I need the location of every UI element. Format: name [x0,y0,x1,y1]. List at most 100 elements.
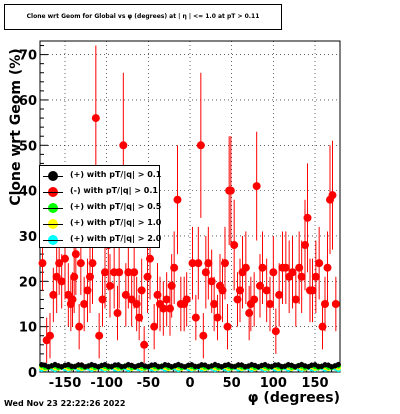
data-point-red [262,286,271,295]
data-point-red [318,322,327,331]
data-point-red [226,186,235,195]
data-point-red [288,268,297,277]
data-point-red [256,281,264,290]
data-point-red [68,295,77,304]
data-point-red [88,259,97,268]
data-point-red [76,259,85,268]
y-tick-label: 10 [19,321,37,336]
data-point-red [146,254,154,263]
data-point-red [61,254,69,263]
data-point-red [204,259,213,268]
legend-marker-icon [43,171,63,181]
data-point-red [38,259,47,268]
data-point-red [315,259,324,268]
data-point-red [252,182,261,191]
x-tick-label: 150 [301,376,328,391]
legend-entry-yellow: (+) with pT/|q| > 1.0 [40,216,162,232]
data-point-red [132,299,141,308]
data-point-red [95,331,104,340]
data-point-red [266,299,274,308]
data-point-red [55,259,64,268]
data-point-red [331,299,340,308]
data-point-red [210,299,219,308]
y-tick-label: 60 [19,94,37,109]
data-point-red [130,268,139,277]
data-point-red [308,286,317,295]
data-point-red [218,286,227,295]
data-point-red [271,327,280,336]
legend-label: (+) with pT/|q| > 1.0 [70,218,162,227]
data-point-red [86,272,94,281]
legend: (+) with pT/|q| > 0.1 (-) with pT/|q| > … [39,165,162,248]
data-point-red [250,295,259,304]
data-point-red [124,268,133,277]
data-point-red [182,295,191,304]
data-point-red [135,313,144,322]
y-tick-label: 40 [19,185,37,200]
data-point-red [46,331,54,340]
data-point-red [328,191,337,200]
legend-entry-green: (+) with pT/|q| > 0.5 [40,200,162,216]
data-point-red [196,141,205,150]
data-point-red [199,331,208,340]
data-point-red [140,340,149,349]
y-axis-label: Clone wrt Geom (%) [8,48,24,206]
data-point-red [153,290,162,299]
title-box: Clone wrt Geom for Global vs φ (degrees)… [4,4,282,30]
legend-marker-icon [43,235,63,245]
data-point-red [159,304,168,313]
legend-marker-icon [43,203,63,213]
legend-marker-icon [43,219,63,229]
data-point-red [83,286,92,295]
data-point-red [75,322,84,331]
data-point-red [207,277,216,286]
data-point-red [70,272,79,281]
data-point-red [143,272,152,281]
data-point-red [49,290,58,299]
data-point-red [191,313,200,322]
legend-label: (+) with pT/|q| > 0.5 [70,202,162,211]
data-point-red [71,250,80,259]
data-point-red [113,309,122,318]
data-point-red [170,263,179,272]
x-tick-label: 0 [185,376,194,391]
data-point-red [223,322,232,331]
data-point-red [323,263,332,272]
data-point-red [150,322,159,331]
data-point-red [213,313,222,322]
x-tick-label: -100 [90,376,123,391]
x-tick-label: -150 [49,376,82,391]
legend-entry-cyan: (+) with pT/|q| > 2.0 [40,232,161,248]
data-point-red [301,241,309,250]
x-tick-label: 50 [223,376,241,391]
data-point-red [233,295,242,304]
chart-title: Clone wrt Geom for Global vs φ (degrees)… [26,13,260,20]
data-point-red [236,286,244,295]
y-tick-label: 50 [19,139,37,154]
legend-entry-red: (-) with pT/|q| > 0.1 [40,184,160,200]
data-point-red [101,268,109,277]
data-point-red [167,281,176,290]
data-point-red [57,277,66,286]
data-point-red [295,263,304,272]
y-tick-label: 70 [19,49,37,64]
y-tick-label: 20 [19,275,37,290]
data-point-red [173,195,182,204]
data-point-red [297,272,306,281]
data-point-red [201,268,210,277]
data-point-red [91,114,100,123]
data-point-red [311,272,320,281]
x-tick-label: -50 [137,376,161,391]
data-point-000000 [335,361,341,368]
timestamp: Wed Nov 23 22:22:26 2022 [4,399,126,408]
legend-marker-icon [43,187,63,197]
x-tick-label: 100 [260,376,287,391]
data-point-red [291,295,300,304]
data-point-red [166,304,174,313]
y-tick-label: 0 [28,366,37,381]
data-point-red [258,263,267,272]
data-point-red [121,290,130,299]
y-tick-label: 30 [19,230,37,245]
data-point-red [137,286,146,295]
